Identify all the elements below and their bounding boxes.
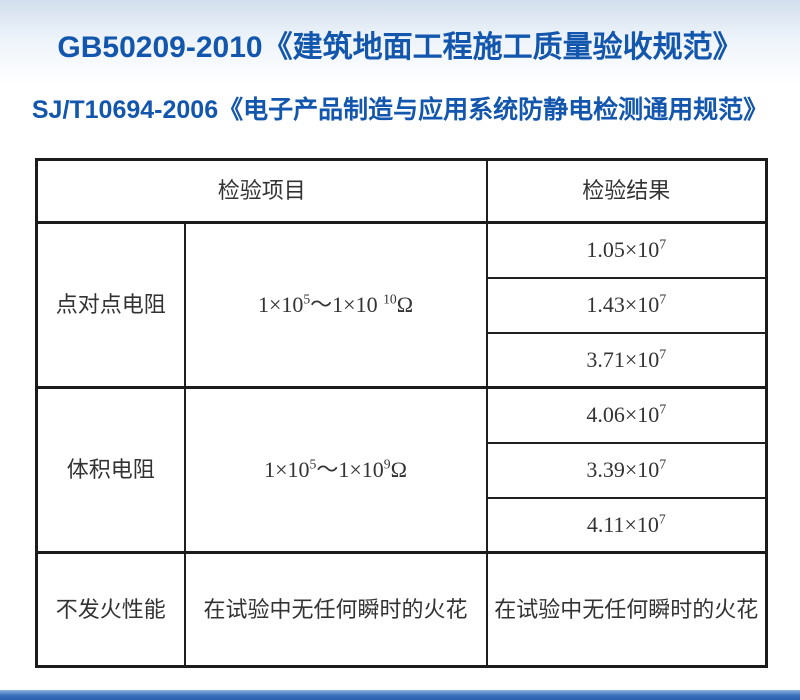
table-row: 点对点电阻 1×105～1×10 10Ω 1.05×107 <box>35 221 768 389</box>
result-cell: 4.11×107 <box>485 496 768 554</box>
table-row: 3.71×107 <box>37 331 768 389</box>
item-cell-non-sparking: 不发火性能 <box>35 551 186 668</box>
table-row: 4.11×107 <box>37 496 768 554</box>
table-row: 体积电阻 1×105～1×109Ω 4.06×107 <box>35 386 768 554</box>
page-header: GB50209-2010《建筑地面工程施工质量验收规范》 SJ/T10694-2… <box>0 0 800 126</box>
bottom-accent-bar <box>0 690 800 700</box>
item-cell-volume-resistance: 体积电阻 <box>35 386 186 554</box>
spec-cell-volume-resistance: 1×105～1×109Ω <box>183 386 488 554</box>
result-cell: 在试验中无任何瞬时的火花 <box>485 551 768 668</box>
spec-cell-point-to-point: 1×105～1×10 10Ω <box>183 221 488 389</box>
col-header-test-item: 检验项目 <box>35 158 488 224</box>
table-header-row: 检验项目 检验结果 <box>35 158 768 224</box>
standard-title-gb: GB50209-2010《建筑地面工程施工质量验收规范》 <box>57 31 743 64</box>
standard-title-sjt: SJ/T10694-2006《电子产品制造与应用系统防静电检测通用规范》 <box>31 96 769 124</box>
item-cell-point-to-point: 点对点电阻 <box>35 221 186 389</box>
table-row: 不发火性能 在试验中无任何瞬时的火花 在试验中无任何瞬时的火花 <box>35 551 768 668</box>
col-header-test-result: 检验结果 <box>485 158 768 224</box>
result-cell: 1.05×107 <box>485 221 768 279</box>
table-row: 1.43×107 <box>37 276 768 334</box>
result-cell: 3.71×107 <box>485 331 768 389</box>
spec-cell-non-sparking: 在试验中无任何瞬时的火花 <box>183 551 488 668</box>
test-results-table: 检验项目 检验结果 点对点电阻 1×105～1×10 10Ω 1.05×107 … <box>35 158 769 668</box>
result-cell: 3.39×107 <box>485 441 768 499</box>
table-row: 3.39×107 <box>37 441 768 499</box>
result-cell: 4.06×107 <box>485 386 768 444</box>
result-cell: 1.43×107 <box>485 276 768 334</box>
